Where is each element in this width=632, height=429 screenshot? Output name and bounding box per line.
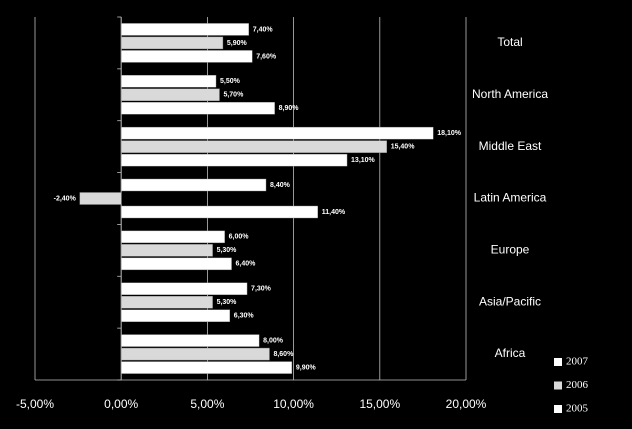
bar: [120, 23, 249, 36]
value-label: 5,30%: [217, 299, 238, 306]
x-tick-label: -5,00%: [16, 397, 54, 411]
value-label: 8,90%: [279, 105, 300, 112]
bar: [79, 192, 122, 205]
legend-label: 2006: [566, 379, 589, 391]
value-label: -2,40%: [54, 195, 77, 202]
bar: [120, 178, 267, 192]
value-label: 5,30%: [217, 247, 238, 254]
value-label: 5,90%: [227, 40, 248, 47]
value-label: 5,50%: [220, 78, 241, 85]
bar: [120, 50, 253, 63]
bar: [120, 126, 434, 140]
bar: [120, 244, 213, 257]
bar: [120, 282, 248, 295]
bar: [120, 257, 232, 271]
value-label: 7,60%: [256, 53, 277, 60]
bar: [120, 361, 293, 374]
x-tick-label: 0,00%: [104, 397, 138, 411]
bar: [120, 153, 348, 167]
x-tick-label: 20,00%: [446, 397, 487, 411]
category-label: Europe: [491, 243, 530, 257]
value-label: 6,30%: [234, 313, 255, 320]
value-label: 6,00%: [229, 234, 250, 241]
value-label: 18,10%: [437, 130, 462, 137]
legend-label: 2007: [566, 356, 589, 368]
bar: [120, 230, 225, 244]
value-label: 15,40%: [391, 143, 416, 150]
category-label: Total: [497, 35, 522, 49]
x-tick-label: 15,00%: [359, 397, 400, 411]
category-label: Asia/Pacific: [479, 294, 541, 308]
value-label: 8,60%: [273, 351, 294, 358]
x-tick-label: 5,00%: [190, 397, 224, 411]
value-label: 5,70%: [223, 92, 244, 99]
value-label: 8,40%: [270, 182, 291, 189]
bar: [120, 102, 275, 115]
value-label: 13,10%: [351, 157, 376, 164]
bar: [120, 36, 224, 50]
legend-swatch: [554, 358, 562, 366]
value-label: 6,40%: [236, 261, 257, 268]
value-label: 9,90%: [296, 364, 317, 371]
legend-swatch: [554, 381, 562, 390]
bar: [120, 309, 231, 322]
bar: [120, 296, 213, 309]
value-label: 7,30%: [251, 286, 272, 293]
bar: [120, 334, 260, 347]
legend-swatch: [554, 405, 562, 413]
category-label: Africa: [495, 346, 526, 360]
value-label: 7,40%: [253, 26, 274, 33]
x-tick-label: 10,00%: [273, 397, 314, 411]
bar: [120, 140, 387, 153]
value-label: 11,40%: [322, 209, 346, 216]
bar: [120, 88, 220, 101]
category-label: Latin America: [474, 191, 547, 205]
bar: [120, 205, 318, 219]
legend-label: 2005: [566, 403, 589, 415]
category-label: Middle East: [479, 139, 542, 153]
bar: [120, 75, 217, 88]
value-label: 8,00%: [263, 337, 284, 344]
category-label: North America: [472, 87, 548, 101]
bar: [120, 347, 270, 361]
